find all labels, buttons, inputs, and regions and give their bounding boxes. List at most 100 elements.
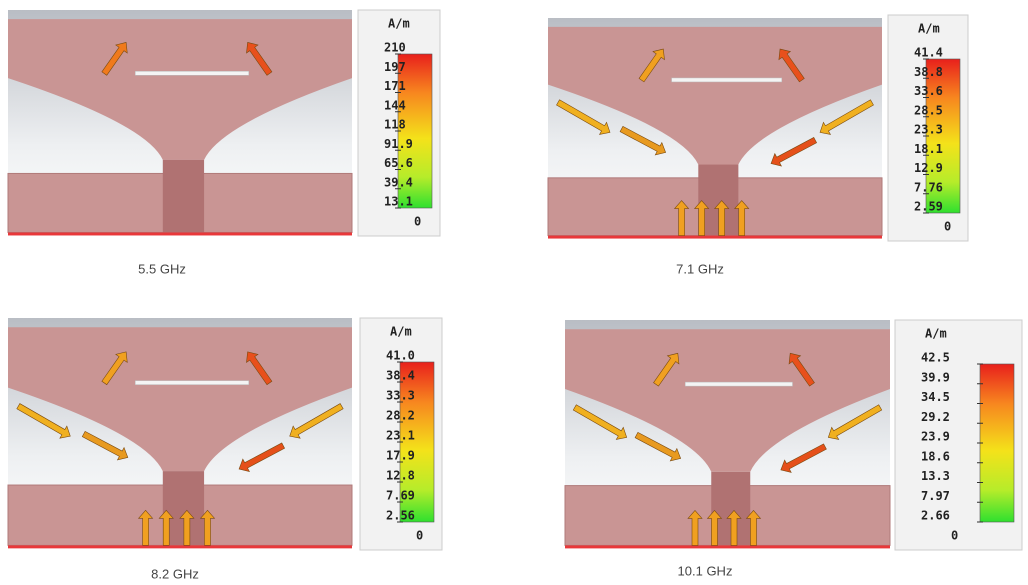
colorbar-label: 7.76 — [914, 180, 943, 194]
current-arrow — [137, 509, 154, 546]
colorbar-label: 23.3 — [914, 123, 943, 137]
slot — [135, 380, 250, 385]
feed-line — [698, 164, 739, 236]
colorbar-label: 144 — [384, 98, 406, 112]
colorbar-label: 197 — [384, 60, 406, 74]
substrate-edge — [548, 235, 882, 239]
colorbar-label: 41.0 — [386, 349, 415, 363]
current-arrow — [158, 509, 174, 546]
current-arrow — [101, 351, 128, 386]
colorbar-unit: A/m — [388, 17, 410, 31]
slot — [671, 77, 783, 83]
panel: A/m 210 197 171 144 118 91.9 65.6 39.4 13.10 5.5 G… — [7, 9, 441, 276]
current-arrow — [101, 42, 128, 76]
current-arrow — [714, 200, 730, 236]
colorbar — [925, 58, 961, 214]
colorbar-label: 38.4 — [386, 369, 415, 383]
slot — [135, 71, 250, 76]
current-arrow — [638, 48, 665, 83]
caption: 5.5 GHz — [138, 261, 186, 276]
current-arrow — [246, 42, 273, 76]
colorbar-unit: A/m — [918, 22, 940, 36]
colorbar-label: 34.5 — [921, 390, 950, 404]
current-arrow — [788, 352, 815, 387]
radiating-patch — [8, 19, 352, 160]
colorbar-unit: A/m — [390, 325, 412, 339]
current-arrow — [179, 509, 195, 546]
colorbar-label: 33.3 — [386, 389, 415, 403]
caption: 8.2 GHz — [151, 566, 199, 581]
current-arrow — [693, 200, 710, 236]
slot — [685, 381, 793, 387]
colorbar-label: 28.2 — [386, 409, 415, 423]
colorbar-label: 23.9 — [921, 430, 950, 444]
substrate-edge — [565, 545, 890, 549]
colorbar-label: 65.6 — [384, 156, 413, 170]
colorbar-label: 0 — [416, 529, 423, 543]
caption: 10.1 GHz — [678, 563, 733, 578]
current-arrow — [81, 430, 129, 461]
feed-line — [162, 471, 205, 546]
colorbar-label: 0 — [414, 215, 421, 229]
colorbar-label: 118 — [384, 118, 406, 132]
colorbar-label: 13.1 — [384, 195, 413, 209]
panel: A/m 42.5 39.9 34.5 29.2 23.9 18.6 13.3 7.97 2.660… — [564, 319, 1023, 578]
colorbar-label: 2.56 — [386, 509, 415, 523]
current-arrow — [653, 352, 680, 387]
colorbar-label: 41.4 — [914, 46, 943, 60]
colorbar — [397, 53, 433, 209]
current-arrow — [572, 404, 628, 440]
colorbar-label: 18.1 — [914, 142, 943, 156]
caption: 7.1 GHz — [676, 261, 724, 276]
colorbar-label: 39.9 — [921, 370, 950, 384]
radiating-patch — [8, 327, 352, 472]
colorbar-label: 17.9 — [386, 449, 415, 463]
colorbar — [979, 363, 1015, 523]
colorbar-label: 28.5 — [914, 103, 943, 117]
current-arrow — [770, 137, 818, 167]
colorbar-label: 7.69 — [386, 489, 415, 503]
panel: A/m 41.4 38.8 33.6 28.5 23.3 18.1 12.9 7.76 2.590… — [547, 14, 969, 276]
current-arrow — [745, 509, 762, 546]
colorbar-label: 23.1 — [386, 429, 415, 443]
current-arrow — [673, 200, 690, 236]
colorbar-label: 29.2 — [921, 410, 950, 424]
current-arrow — [199, 509, 216, 546]
current-arrow — [819, 99, 874, 135]
radiating-patch — [565, 329, 890, 472]
colorbar-label: 91.9 — [384, 137, 413, 151]
current-arrow — [827, 404, 883, 440]
current-arrow — [634, 431, 682, 462]
colorbar-label: 0 — [951, 529, 958, 543]
colorbar-label: 12.9 — [914, 161, 943, 175]
colorbar-label: 7.97 — [921, 489, 950, 503]
current-arrow — [780, 443, 827, 473]
current-arrow — [238, 442, 286, 472]
colorbar-label: 18.6 — [921, 449, 950, 463]
colorbar-label: 0 — [944, 220, 951, 234]
colorbar-label: 38.8 — [914, 65, 943, 79]
current-arrow — [706, 509, 723, 546]
colorbar-label: 39.4 — [384, 175, 413, 189]
current-arrow — [16, 403, 71, 439]
colorbar-label: 13.3 — [921, 469, 950, 483]
radiating-patch — [548, 26, 882, 165]
current-arrow — [619, 125, 667, 156]
substrate-edge — [8, 232, 352, 236]
current-arrow — [726, 509, 742, 546]
colorbar-label: 210 — [384, 41, 406, 55]
current-arrow — [778, 48, 805, 83]
feed-line — [162, 159, 205, 233]
substrate-edge — [8, 545, 352, 549]
colorbar-unit: A/m — [925, 327, 947, 341]
current-arrow — [556, 99, 611, 135]
colorbar-label: 2.59 — [914, 200, 943, 214]
colorbar-label: 42.5 — [921, 351, 950, 365]
current-arrow — [246, 351, 273, 386]
current-arrow — [734, 200, 750, 236]
colorbar-label: 33.6 — [914, 84, 943, 98]
current-arrow — [687, 509, 703, 546]
colorbar-label: 2.66 — [921, 509, 950, 523]
panel: A/m 41.0 38.4 33.3 28.2 23.1 17.9 12.8 7.69 2.560… — [7, 317, 443, 581]
